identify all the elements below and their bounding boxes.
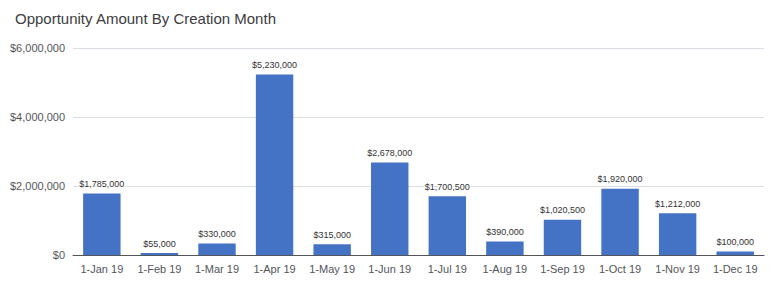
svg-text:$4,000,000: $4,000,000 (10, 111, 65, 123)
svg-text:Opportunity Amount By Creation: Opportunity Amount By Creation Month (15, 10, 276, 27)
svg-text:1-Jan 19: 1-Jan 19 (80, 263, 123, 275)
svg-text:$1,920,000: $1,920,000 (598, 174, 643, 184)
svg-text:$6,000,000: $6,000,000 (10, 42, 65, 54)
svg-text:1-Sep 19: 1-Sep 19 (540, 263, 585, 275)
svg-text:$330,000: $330,000 (198, 229, 236, 239)
svg-text:$1,785,000: $1,785,000 (79, 179, 124, 189)
svg-text:1-Jul 19: 1-Jul 19 (428, 263, 467, 275)
svg-text:1-Mar 19: 1-Mar 19 (195, 263, 239, 275)
svg-text:$1,700,500: $1,700,500 (425, 182, 470, 192)
svg-text:1-Dec 19: 1-Dec 19 (713, 263, 758, 275)
svg-text:$2,000,000: $2,000,000 (10, 180, 65, 192)
svg-text:1-Aug 19: 1-Aug 19 (483, 263, 528, 275)
svg-text:$1,212,000: $1,212,000 (655, 199, 700, 209)
svg-text:$0: $0 (53, 249, 65, 261)
svg-text:$100,000: $100,000 (716, 237, 754, 247)
svg-text:1-Apr 19: 1-Apr 19 (253, 263, 295, 275)
svg-text:$1,020,500: $1,020,500 (540, 205, 585, 215)
svg-text:$315,000: $315,000 (313, 230, 351, 240)
svg-text:1-Feb 19: 1-Feb 19 (137, 263, 181, 275)
svg-text:1-Nov 19: 1-Nov 19 (655, 263, 700, 275)
svg-text:1-Jun 19: 1-Jun 19 (368, 263, 411, 275)
svg-text:1-May 19: 1-May 19 (309, 263, 355, 275)
svg-text:$390,000: $390,000 (486, 227, 524, 237)
svg-text:$55,000: $55,000 (143, 239, 176, 249)
svg-text:$2,678,000: $2,678,000 (367, 148, 412, 158)
svg-text:1-Oct 19: 1-Oct 19 (599, 263, 641, 275)
svg-text:$5,230,000: $5,230,000 (252, 60, 297, 70)
